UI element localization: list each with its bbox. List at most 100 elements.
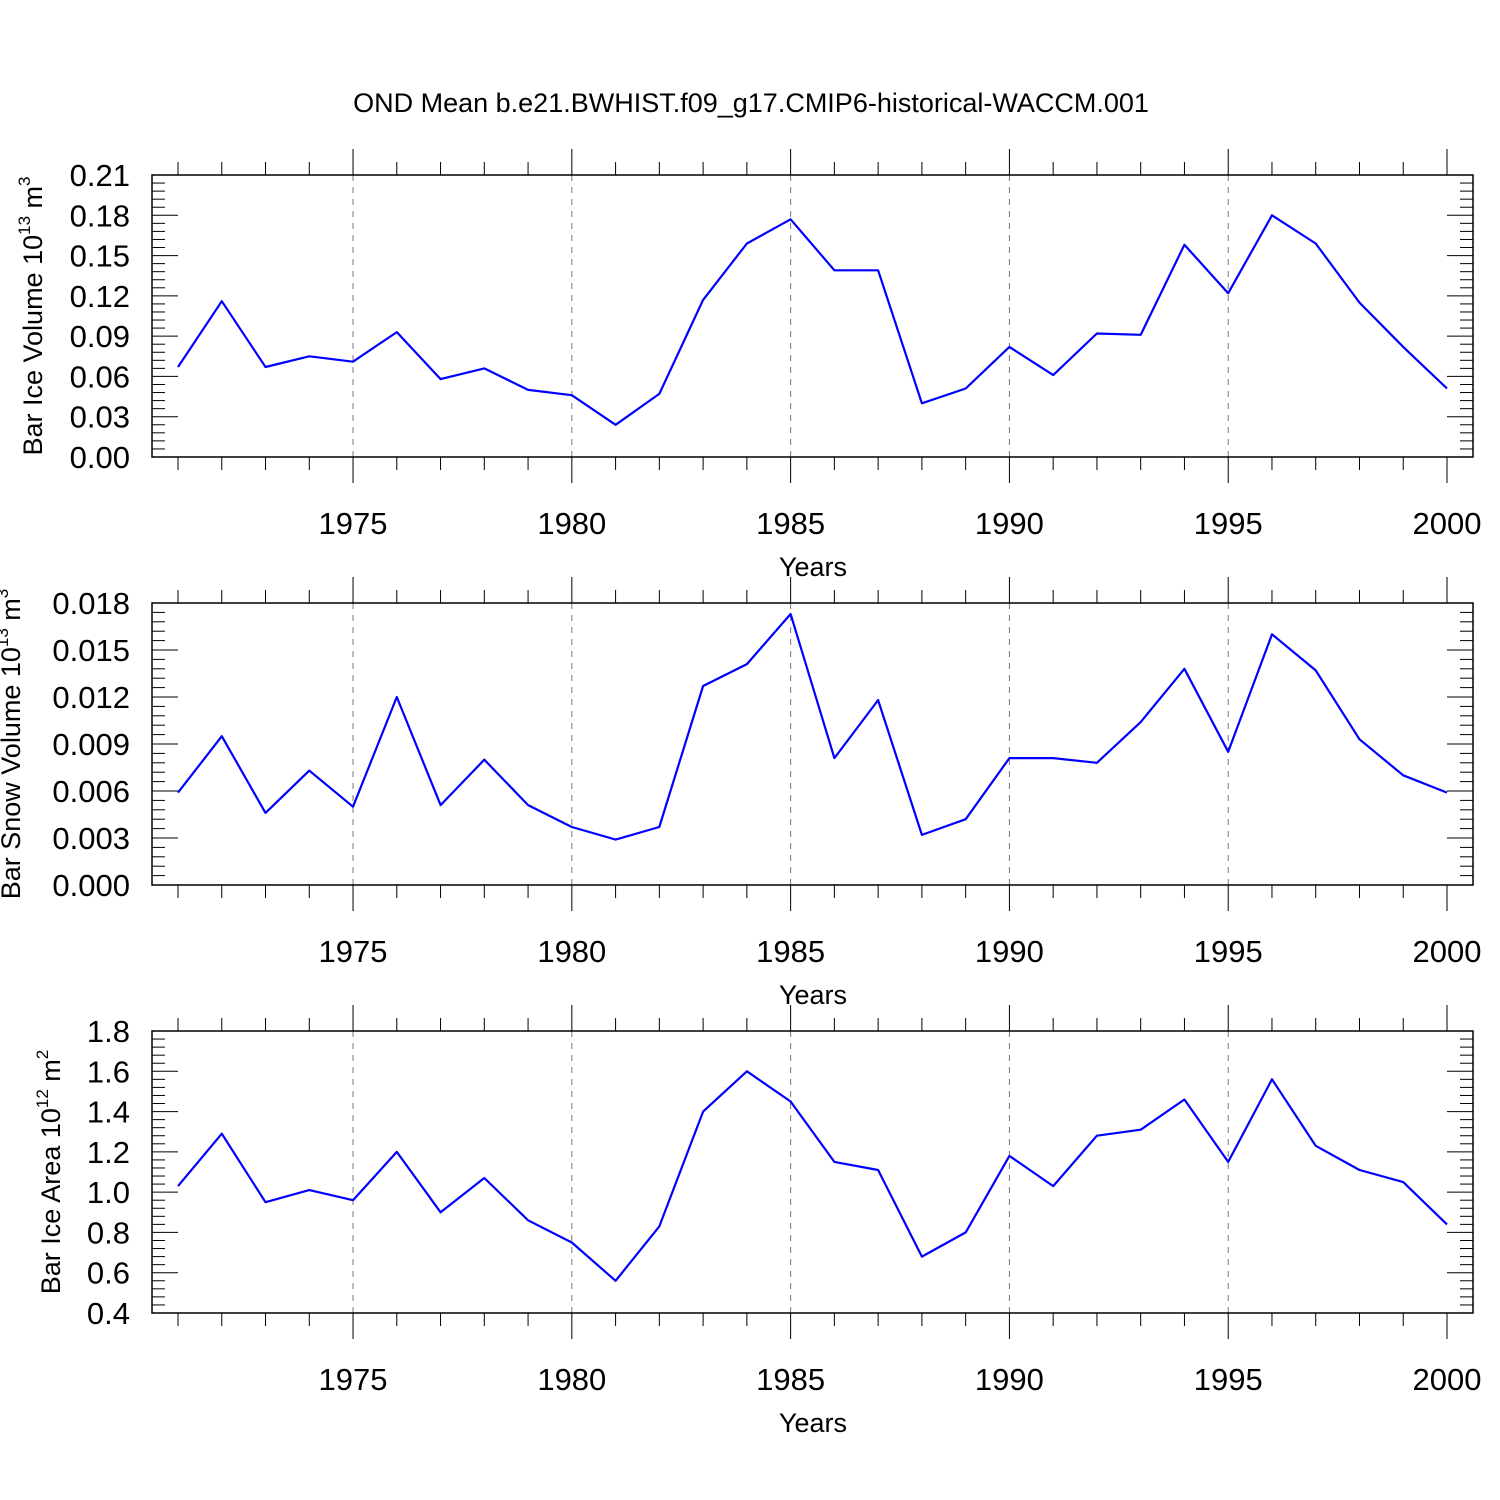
data-point-1995 <box>1226 1160 1230 1164</box>
data-point-1991 <box>1051 1184 1055 1188</box>
data-point-1974 <box>307 1188 311 1192</box>
snow-volume-panel: 1975 1980 1985 1990 1995 2000 Years 0.000 0.003 0… <box>0 577 1481 1010</box>
y-tick-label-1.8: 1.8 <box>87 1014 130 1049</box>
data-point-1986 <box>832 268 836 272</box>
data-point-1998 <box>1357 301 1361 305</box>
data-point-1985 <box>789 612 793 616</box>
y-tick-label-0.12: 0.12 <box>70 279 130 314</box>
y-tick-label-0.018: 0.018 <box>52 586 130 621</box>
y-tick-label-0.015: 0.015 <box>52 633 130 668</box>
data-point-1992 <box>1095 1134 1099 1138</box>
x-tick-label-1985: 1985 <box>756 506 825 541</box>
x-tick-label-1995: 1995 <box>1194 934 1263 969</box>
data-point-1987 <box>876 268 880 272</box>
data-point-1999 <box>1401 1180 1405 1184</box>
x-tick-label-2000: 2000 <box>1413 506 1482 541</box>
data-point-1988 <box>920 1255 924 1259</box>
y-tick-label-0.000: 0.000 <box>52 868 130 903</box>
data-point-1991 <box>1051 373 1055 377</box>
y-tick-label-0.003: 0.003 <box>52 821 130 856</box>
data-point-1994 <box>1182 243 1186 247</box>
data-point-1990 <box>1007 756 1011 760</box>
data-point-1980 <box>570 825 574 829</box>
plot-frame <box>151 174 1474 458</box>
y-tick-label-0.006: 0.006 <box>52 774 130 809</box>
data-point-1997 <box>1314 1144 1318 1148</box>
y-tick-label-1.2: 1.2 <box>87 1135 130 1170</box>
data-point-1979 <box>526 803 530 807</box>
x-tick-label-1990: 1990 <box>975 506 1044 541</box>
data-point-1971 <box>176 1184 180 1188</box>
y-tick-label-0.18: 0.18 <box>70 198 130 233</box>
y-tick-label-0.09: 0.09 <box>70 319 130 354</box>
y-tick-label-0.21: 0.21 <box>70 158 130 193</box>
plot-frame <box>151 1030 1474 1314</box>
y-tick-label-1.6: 1.6 <box>87 1054 130 1089</box>
data-point-1991 <box>1051 756 1055 760</box>
data-point-1984 <box>745 1069 749 1073</box>
x-tick-label-1995: 1995 <box>1194 1362 1263 1397</box>
data-point-1975 <box>351 360 355 364</box>
x-tick-label-1980: 1980 <box>537 1362 606 1397</box>
data-point-1976 <box>395 695 399 699</box>
x-tick-label-1990: 1990 <box>975 934 1044 969</box>
data-point-1994 <box>1182 1097 1186 1101</box>
data-point-1981 <box>614 838 618 842</box>
ice-volume-panel: 1975 1980 1985 1990 1995 2000 Years 0.00 0.03 0.0… <box>15 149 1481 582</box>
y-tick-label-0.15: 0.15 <box>70 239 130 274</box>
data-point-1977 <box>439 377 443 381</box>
data-point-1987 <box>876 698 880 702</box>
data-point-1975 <box>351 805 355 809</box>
y-axis-title-unit-exponent: 2 <box>33 1050 52 1059</box>
y-axis-title: Bar Ice Area 1012 m2 <box>33 1050 66 1295</box>
data-point-1975 <box>351 1198 355 1202</box>
x-tick-label-1975: 1975 <box>319 1362 388 1397</box>
figure-title: OND Mean b.e21.BWHIST.f09_g17.CMIP6-hist… <box>353 88 1149 118</box>
data-point-1992 <box>1095 331 1099 335</box>
data-point-1978 <box>482 758 486 762</box>
data-point-2000 <box>1445 791 1449 795</box>
x-tick-label-1995: 1995 <box>1194 506 1263 541</box>
y-tick-label-1.0: 1.0 <box>87 1175 130 1210</box>
data-point-1989 <box>964 387 968 391</box>
x-axis-title: Years <box>779 1408 847 1438</box>
data-point-1996 <box>1270 632 1274 636</box>
data-point-1990 <box>1007 1154 1011 1158</box>
data-point-1984 <box>745 241 749 245</box>
data-point-1996 <box>1270 213 1274 217</box>
data-point-1979 <box>526 1218 530 1222</box>
y-axis-title-exponent: 13 <box>0 628 12 647</box>
data-point-1982 <box>657 1224 661 1228</box>
data-point-1977 <box>439 1210 443 1214</box>
data-point-1988 <box>920 833 924 837</box>
data-point-1999 <box>1401 345 1405 349</box>
data-point-1976 <box>395 330 399 334</box>
series-line <box>177 214 1448 426</box>
data-point-1974 <box>307 769 311 773</box>
x-tick-label-2000: 2000 <box>1413 934 1482 969</box>
data-point-1998 <box>1357 737 1361 741</box>
y-axis-title: Bar Ice Volume 1013 m3 <box>15 176 48 455</box>
data-point-1993 <box>1139 1128 1143 1132</box>
data-point-1971 <box>176 365 180 369</box>
data-point-1997 <box>1314 241 1318 245</box>
y-tick-label-0.06: 0.06 <box>70 359 130 394</box>
x-tick-label-1985: 1985 <box>756 1362 825 1397</box>
y-axis-title-text: Bar Snow Volume 10 <box>0 647 26 899</box>
data-point-1986 <box>832 756 836 760</box>
y-axis-title-exponent: 13 <box>15 216 34 235</box>
y-tick-label-0.012: 0.012 <box>52 680 130 715</box>
data-point-1984 <box>745 662 749 666</box>
data-point-1990 <box>1007 345 1011 349</box>
data-point-1972 <box>220 734 224 738</box>
y-tick-label-0.4: 0.4 <box>87 1296 130 1331</box>
y-tick-label-1.4: 1.4 <box>87 1095 130 1130</box>
y-tick-label-0.009: 0.009 <box>52 727 130 762</box>
x-tick-label-2000: 2000 <box>1413 1362 1482 1397</box>
data-point-1987 <box>876 1168 880 1172</box>
data-point-1973 <box>264 365 268 369</box>
data-point-1980 <box>570 393 574 397</box>
data-point-1976 <box>395 1150 399 1154</box>
y-axis-title-unit: m <box>0 598 26 628</box>
data-point-1985 <box>789 1100 793 1104</box>
